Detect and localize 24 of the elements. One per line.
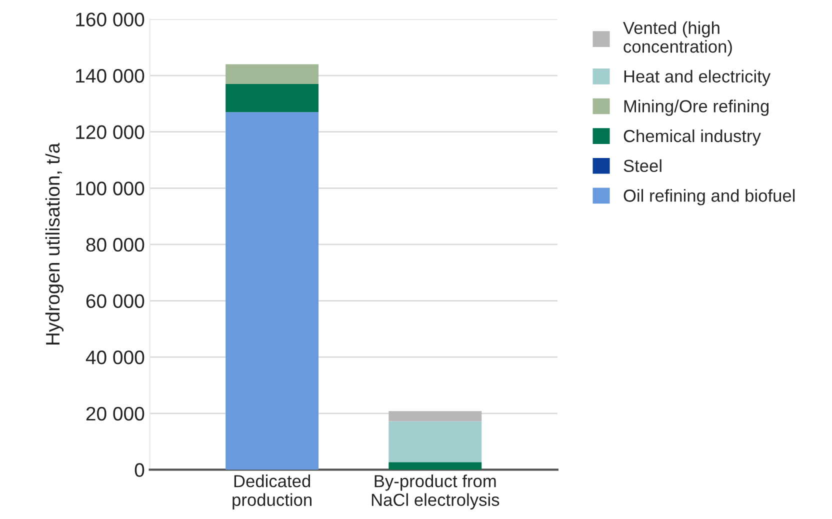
- x-tick-label: By-product from NaCl electrolysis: [372, 474, 500, 510]
- x-tick-label: Dedicated production: [232, 474, 312, 510]
- bar: [388, 462, 482, 470]
- bar: [226, 112, 319, 470]
- y-tick-label: 0: [134, 463, 144, 477]
- y-tick-label: 20 000: [86, 406, 144, 421]
- y-tick-label: 40 000: [86, 350, 144, 364]
- y-tick-label: 140 000: [76, 68, 144, 83]
- legend-label: Steel: [624, 159, 662, 172]
- y-tick-label: 100 000: [76, 182, 144, 196]
- y-tick-label: 120 000: [76, 125, 144, 140]
- legend-label: Vented (high concentration): [623, 21, 732, 56]
- legend-label: Heat and electricity: [624, 70, 771, 86]
- bar: [226, 84, 319, 112]
- bar: [226, 64, 319, 84]
- legend-label: Mining/Ore refining: [624, 100, 769, 116]
- legend-label: Oil refining and biofuel: [624, 189, 795, 206]
- y-axis-title: Hydrogen utilisation, t/a: [45, 142, 64, 344]
- y-tick-label: 80 000: [86, 238, 144, 252]
- bar: [388, 421, 482, 462]
- legend-label: Chemical industry: [624, 129, 761, 146]
- y-tick-label: 60 000: [86, 294, 144, 308]
- y-tick-label: 160 000: [76, 12, 144, 26]
- bar: [388, 411, 482, 422]
